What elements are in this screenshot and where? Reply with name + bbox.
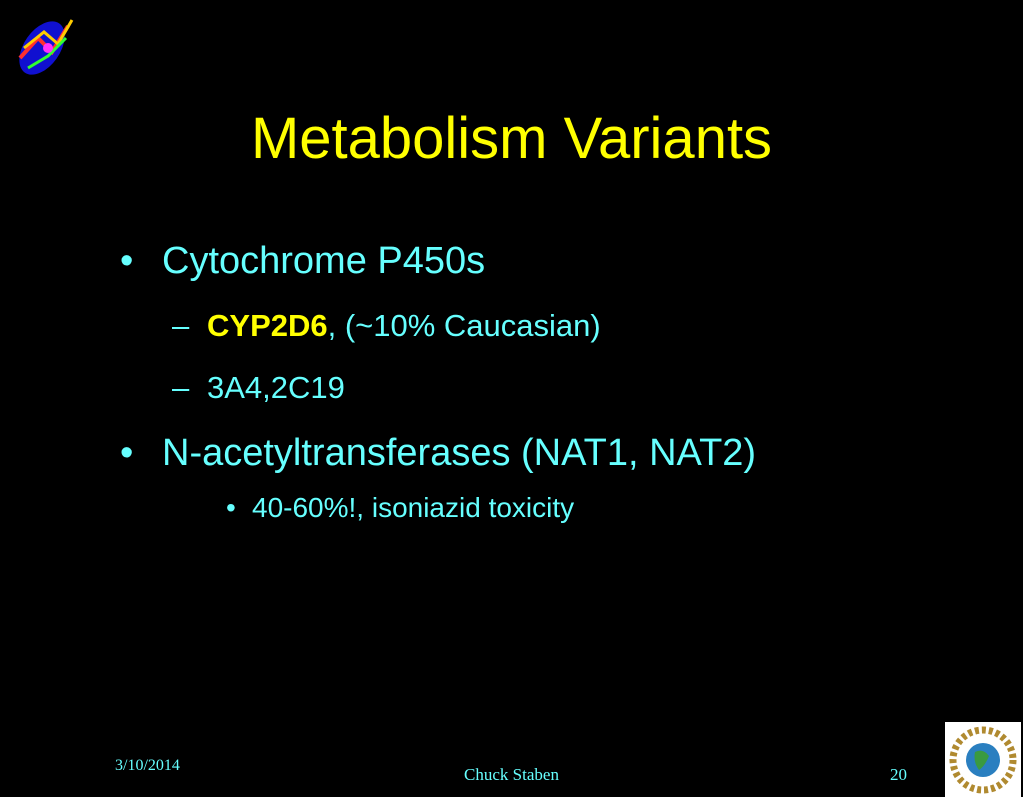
bullet-item: • N-acetyltransferases (NAT1, NAT2) [120, 432, 757, 475]
bullet-text: 40-60%!, isoniazid toxicity [252, 492, 575, 523]
bullet-item: • Cytochrome P450s [120, 240, 486, 283]
bullet-marker: – [172, 308, 190, 343]
bullet-text: N-acetyltransferases (NAT1, NAT2) [162, 432, 757, 474]
nsf-logo [945, 722, 1021, 797]
bullet-item: • 40-60%!, isoniazid toxicity [226, 492, 575, 524]
bullet-item: – CYP2D6, (~10% Caucasian) [172, 308, 601, 344]
protein-logo [18, 19, 74, 75]
footer-date: 3/10/2014 [115, 757, 180, 774]
footer-author: Chuck Staben [464, 765, 559, 784]
bullet-marker: • [120, 432, 134, 474]
bullet-marker: • [120, 240, 134, 282]
bullet-text: Cytochrome P450s [162, 240, 486, 282]
bullet-text: 3A4,2C19 [207, 370, 345, 405]
bullet-marker: – [172, 370, 190, 405]
bold-text: CYP2D6 [207, 308, 328, 343]
footer-page: 20 [890, 765, 907, 784]
bullet-marker: • [226, 492, 236, 523]
bullet-item: –3A4,2C19 [172, 370, 345, 406]
slide-title: Metabolism Variants [250, 106, 773, 171]
bullet-text: , (~10% Caucasian) [327, 308, 601, 343]
